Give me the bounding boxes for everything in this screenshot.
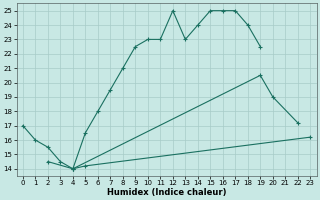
X-axis label: Humidex (Indice chaleur): Humidex (Indice chaleur) (107, 188, 226, 197)
